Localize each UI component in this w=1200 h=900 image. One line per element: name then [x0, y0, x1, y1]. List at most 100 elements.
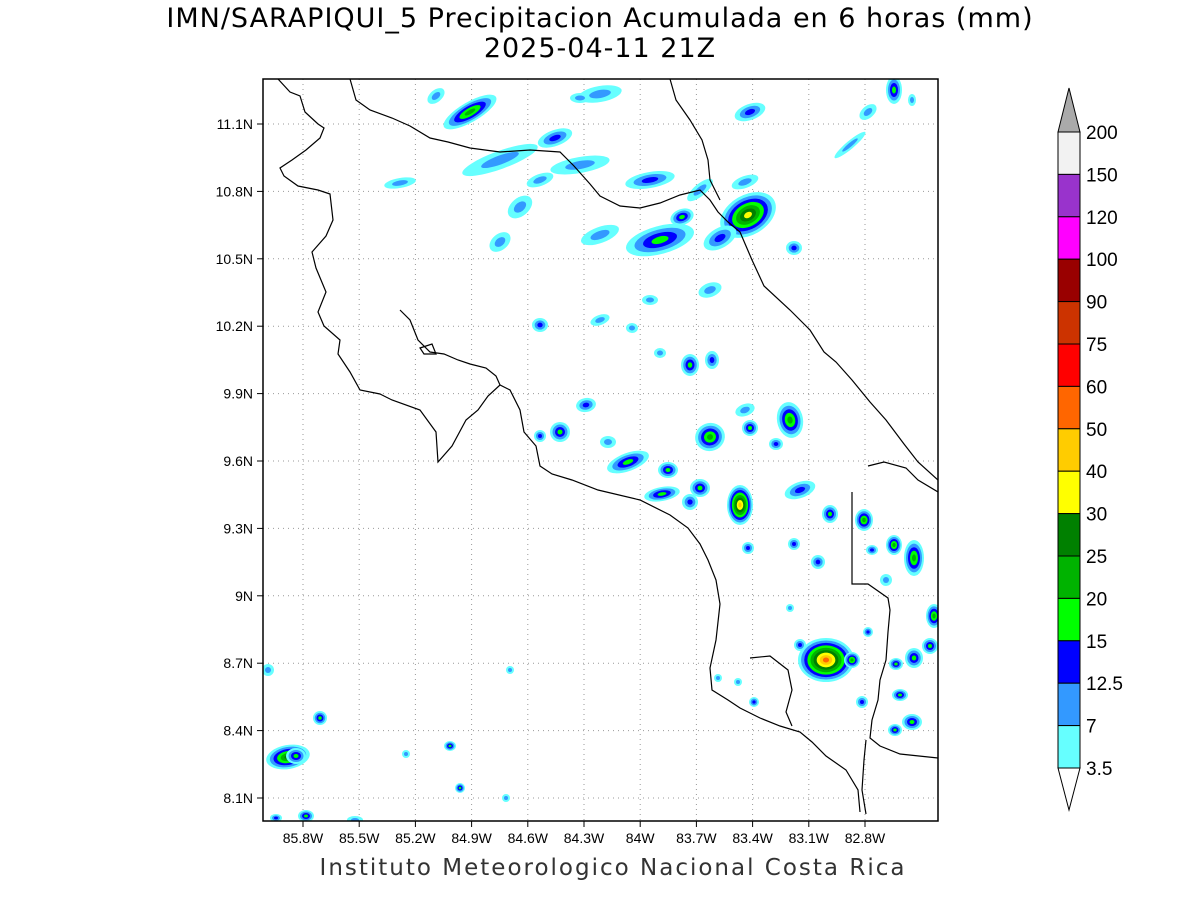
precip-cell — [679, 214, 685, 220]
colorbar-label: 20 — [1086, 589, 1107, 610]
map-title: IMN/SARAPIQUI_5 Precipitacion Acumulada … — [166, 3, 1034, 34]
footer-credit: Instituto Meteorologico Nacional Costa R… — [319, 855, 907, 881]
precip-cell — [318, 716, 322, 720]
x-tick-label: 83.1W — [789, 830, 830, 846]
precip-cell — [894, 662, 898, 666]
precip-cell — [883, 577, 889, 583]
precip-cell — [850, 658, 854, 662]
precipitation-cells — [263, 79, 938, 821]
colorbar-label: 7 — [1086, 717, 1097, 738]
precip-cell — [464, 108, 476, 116]
colorbar-label: 90 — [1086, 293, 1107, 314]
precip-cell — [791, 245, 797, 251]
precip-cell — [458, 786, 462, 790]
precip-cell — [481, 151, 519, 169]
precip-cell — [304, 814, 308, 818]
precip-cell — [860, 700, 864, 704]
precip-cell — [738, 178, 752, 186]
precip-cell — [893, 728, 897, 732]
precip-cell — [773, 442, 779, 446]
precip-cell — [431, 92, 441, 100]
precip-cell — [714, 233, 726, 243]
x-tick-label: 85.8W — [283, 830, 324, 846]
y-tick-label: 8.4N — [223, 723, 253, 739]
y-tick-label: 8.7N — [223, 655, 253, 671]
precip-cell — [909, 720, 915, 724]
colorbar-label: 3.5 — [1086, 759, 1112, 780]
precip-cell — [842, 138, 858, 152]
x-tick-label: 84.9W — [451, 830, 492, 846]
precip-cell — [557, 429, 563, 435]
coastline — [277, 79, 938, 815]
precip-cell — [657, 492, 667, 496]
x-tick-label: 83.7W — [676, 830, 717, 846]
colorbar-swatch — [1057, 131, 1081, 175]
x-tick-label: 82.8W — [845, 830, 886, 846]
precip-cell — [892, 543, 896, 547]
precip-cell — [595, 317, 605, 323]
colorbar-min-triangle — [1057, 767, 1081, 812]
precip-cell — [707, 434, 713, 440]
map-date: 2025-04-11 21Z — [483, 33, 717, 64]
precip-cell — [665, 468, 671, 472]
colorbar-label: 150 — [1086, 165, 1118, 186]
precip-cell — [709, 357, 715, 363]
colorbar-swatch — [1057, 640, 1081, 684]
y-axis-ticks: 11.1N 10.8N 10.5N 10.2N 9.9N 9.6N 9.3N 9N 8.7N 8.… — [216, 116, 263, 806]
colorbar-swatch — [1057, 555, 1081, 599]
colorbar-label: 120 — [1086, 208, 1118, 229]
colorbar-label: 200 — [1086, 123, 1118, 144]
x-tick-label: 84.3W — [564, 830, 605, 846]
y-tick-label: 9.9N — [223, 386, 253, 402]
precip-cell — [274, 816, 278, 820]
colorbar-label: 30 — [1086, 505, 1107, 526]
colorbar-swatch — [1057, 470, 1081, 515]
precip-cell — [533, 176, 547, 184]
precip-cell — [744, 108, 756, 116]
colorbar-label: 40 — [1086, 462, 1107, 483]
precip-cell — [911, 655, 917, 661]
colorbar-label: 15 — [1086, 632, 1107, 653]
y-tick-label: 10.2N — [216, 318, 253, 334]
precip-cell — [657, 350, 663, 356]
precip-cell — [928, 644, 932, 648]
y-tick-label: 8.1N — [223, 790, 253, 806]
colorbar-swatch — [1057, 682, 1081, 727]
precip-cell — [792, 542, 796, 546]
precip-cell — [788, 606, 792, 610]
x-tick-label: 84.6W — [508, 830, 549, 846]
precip-cell — [565, 160, 595, 170]
precip-cell — [589, 89, 611, 99]
x-axis-ticks: 85.8W 85.5W 85.2W 84.9W 84.6W 84.3W 84W 83.7W 83… — [283, 821, 886, 846]
precip-cell — [912, 554, 916, 562]
precip-cell — [697, 485, 703, 491]
precip-cell — [862, 517, 866, 523]
precip-cell — [504, 796, 508, 800]
precip-cell — [582, 402, 590, 408]
precip-cell — [293, 754, 299, 758]
precip-cell — [898, 693, 902, 697]
precip-cell — [892, 86, 896, 94]
x-tick-label: 84W — [626, 830, 656, 846]
precip-cell — [794, 486, 806, 494]
plot-frame — [262, 78, 939, 822]
precip-cell — [508, 668, 512, 672]
colorbar-swatch — [1057, 216, 1081, 260]
precip-cell — [392, 180, 408, 186]
colorbar-max-triangle — [1057, 87, 1081, 133]
precip-cell — [513, 201, 527, 213]
precip-cell — [622, 459, 634, 465]
colorbar-label: 50 — [1086, 420, 1107, 441]
precip-cell — [736, 680, 740, 684]
precip-cell — [863, 108, 873, 116]
colorbar-swatch — [1057, 385, 1081, 430]
precip-cell — [687, 362, 693, 368]
y-tick-label: 10.5N — [216, 251, 253, 267]
colorbar-label: 60 — [1086, 377, 1107, 398]
precip-cell — [651, 235, 669, 245]
colorbar-swatch — [1057, 428, 1081, 472]
precip-cell — [704, 286, 716, 294]
precip-cell — [866, 630, 870, 634]
colorbar-label: 100 — [1086, 250, 1118, 271]
x-tick-label: 83.4W — [732, 830, 773, 846]
